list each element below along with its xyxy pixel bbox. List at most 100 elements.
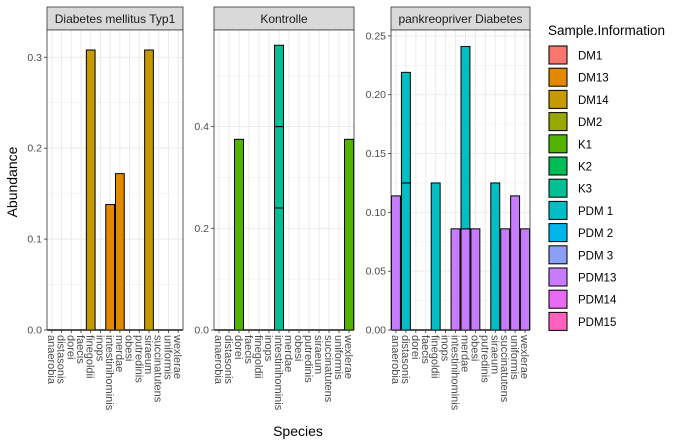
legend-label: K3 [578,184,592,196]
y-tick-label: 0.0 [194,325,209,337]
y-tick-label: 0.25 [366,30,387,42]
x-tick-label: finegoldii [252,335,264,378]
bar-segment [490,182,501,331]
legend-swatch [548,45,568,65]
legend-item: PDM14 [548,289,617,310]
bar-segment [274,207,284,331]
legend-item: DM14 [548,89,609,110]
x-tick-label: siraeum [312,335,324,374]
x-tick-label: dorei [232,335,244,359]
facet-strip-title: pankreopriver Diabetes [398,12,522,26]
bar-segment [400,71,411,184]
bar-segment [105,204,116,331]
legend-swatch [548,112,568,132]
y-tick-label: 0.00 [366,325,387,337]
x-tick-label: distasonis [399,335,411,384]
y-tick-label: 0.05 [366,266,387,278]
facet-strip-title: Kontrolle [260,12,308,26]
bar-segment [460,45,471,230]
legend-title: Sample.Information [548,23,665,38]
x-tick-label: obesi [292,335,304,361]
bar-segment [234,138,244,331]
legend-item: K3 [548,178,592,199]
bar-segment [520,228,531,331]
x-tick-label: merdae [113,335,125,372]
legend-item: PDM 2 [548,222,613,243]
legend-label: DM13 [578,73,609,85]
bar-segment [274,126,284,209]
legend-swatch [548,311,568,331]
legend-swatch [548,200,568,220]
bar-segment [144,49,154,331]
x-tick-label: merdae [458,335,470,372]
x-tick-label: obesi [123,335,135,361]
x-tick-label: uniformis [332,335,344,380]
legend-label: PDM13 [578,273,616,285]
bar-segment [460,228,471,331]
x-tick-label: putredinis [132,335,144,383]
legend-item: DM1 [548,45,602,65]
x-tick-label: succinatutens [152,335,164,403]
legend-label: PDM 3 [578,250,613,262]
bar-segment [510,195,521,331]
x-tick-label: dorei [409,335,421,359]
panel-border [390,29,531,331]
legend-item: K1 [548,133,592,154]
x-tick-label: inops [262,335,274,362]
bar-segment [430,182,441,331]
bar-segment [85,49,96,331]
legend-swatch [548,267,568,287]
legend-item: DM2 [548,111,602,132]
legend-label: DM14 [578,95,609,107]
y-tick-label: 0.2 [27,143,42,155]
y-tick-label: 0.15 [366,148,387,160]
y-tick-label: 0.2 [194,223,209,235]
x-tick-label: obesi [468,335,480,361]
bar-segment [450,228,461,331]
x-tick-label: intestinihominis [272,335,284,411]
panel-border [46,29,184,331]
x-tick-label: wexlerae [518,334,530,379]
bar-segment [114,173,125,331]
legend-label: K1 [578,139,592,151]
x-tick-label: siraeum [142,335,154,374]
legend-swatch [548,134,568,154]
y-tick-label: 0.10 [366,207,387,219]
legend-swatch [548,178,568,198]
legend-label: PDM 2 [578,228,613,240]
x-tick-label: wexlerae [171,334,183,379]
x-tick-label: finegoldii [84,335,96,378]
y-tick-label: 0.0 [27,325,42,337]
x-tick-label: putredinis [302,335,314,383]
legend-label: DM1 [578,51,602,63]
facet-panel: Diabetes mellitus Typ1 0.0 0.1 0.2 0.3 anaero… [27,6,184,411]
x-tick-label: distasonis [222,335,234,384]
y-axis-title: Abundance [4,146,20,217]
x-tick-label: dorei [64,335,76,359]
legend-swatch [548,156,568,176]
bar-segment [500,228,511,331]
y-tick-label: 0.1 [27,234,42,246]
legend-swatch [548,89,568,109]
x-tick-label: succinatutens [322,335,334,403]
legend-label: DM2 [578,117,602,129]
facet-strip-title: Diabetes mellitus Typ1 [55,12,176,26]
x-tick-label: merdae [282,335,294,372]
legend-swatch [548,289,568,309]
legend-item: K2 [548,156,592,176]
x-tick-label: anaerobia [45,335,57,385]
y-tick-label: 0.3 [27,52,42,64]
x-tick-label: distasonis [55,335,67,384]
bar-segment [344,138,354,331]
x-tick-label: anaerobia [212,335,224,385]
x-tick-label: uniformis [508,335,520,380]
legend-item: PDM15 [548,311,616,332]
bar-segment [470,228,481,331]
facet-panel: pankreopriver Diabetes 0.00 0.05 0.10 0.15 0.… [366,6,531,411]
x-tick-label: inops [93,335,105,362]
legend-swatch [548,67,568,87]
x-tick-label: uniformis [161,335,173,380]
x-tick-label: faecis [419,335,431,364]
x-tick-label: intestinihominis [103,335,115,411]
